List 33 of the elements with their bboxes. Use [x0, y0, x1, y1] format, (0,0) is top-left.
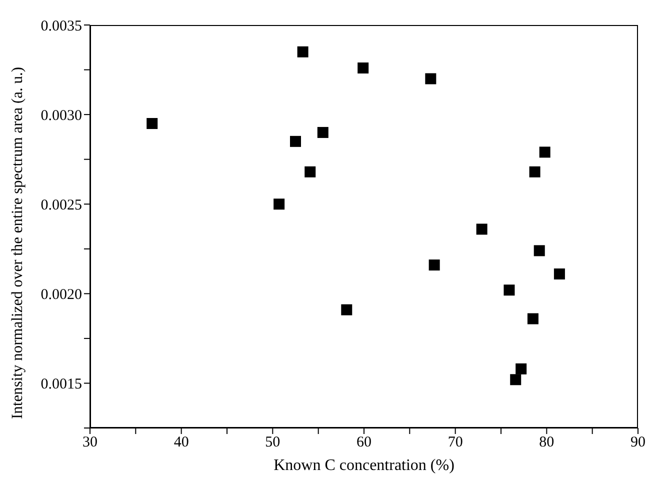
point	[527, 313, 538, 324]
point	[317, 126, 328, 138]
point	[476, 224, 488, 235]
x-tick-label: 90	[630, 434, 646, 451]
y-tick-label: 0.0035	[40, 18, 82, 34]
x-tick-label: 80	[539, 434, 554, 451]
x-tick-label: 50	[265, 434, 280, 451]
point	[534, 245, 545, 256]
point	[290, 136, 301, 147]
y-axis-title: Intensity normalized over the entire spectrum area (a. u.)	[9, 66, 26, 420]
y-tick-label: 0.0030	[40, 108, 82, 124]
point	[358, 62, 369, 74]
point	[274, 198, 285, 210]
point	[425, 73, 436, 84]
y-tick-label: 0.0015	[40, 376, 82, 393]
x-tick-label: 40	[174, 434, 189, 451]
point	[510, 374, 522, 386]
y-tick-label: 0.0025	[40, 197, 82, 214]
point	[516, 363, 527, 374]
y-tick-label: 0.0020	[40, 286, 82, 303]
point	[504, 284, 515, 296]
point	[304, 166, 316, 178]
x-tick-label: 70	[448, 434, 463, 451]
point	[529, 166, 540, 178]
x-axis-title: Known C concentration (%)	[274, 457, 454, 474]
x-tick-label: 30	[82, 434, 98, 451]
point	[297, 46, 308, 58]
point	[341, 304, 352, 316]
point	[428, 260, 440, 271]
x-tick-label: 60	[356, 434, 372, 451]
point	[539, 146, 550, 158]
point	[554, 268, 565, 280]
point	[146, 118, 158, 130]
